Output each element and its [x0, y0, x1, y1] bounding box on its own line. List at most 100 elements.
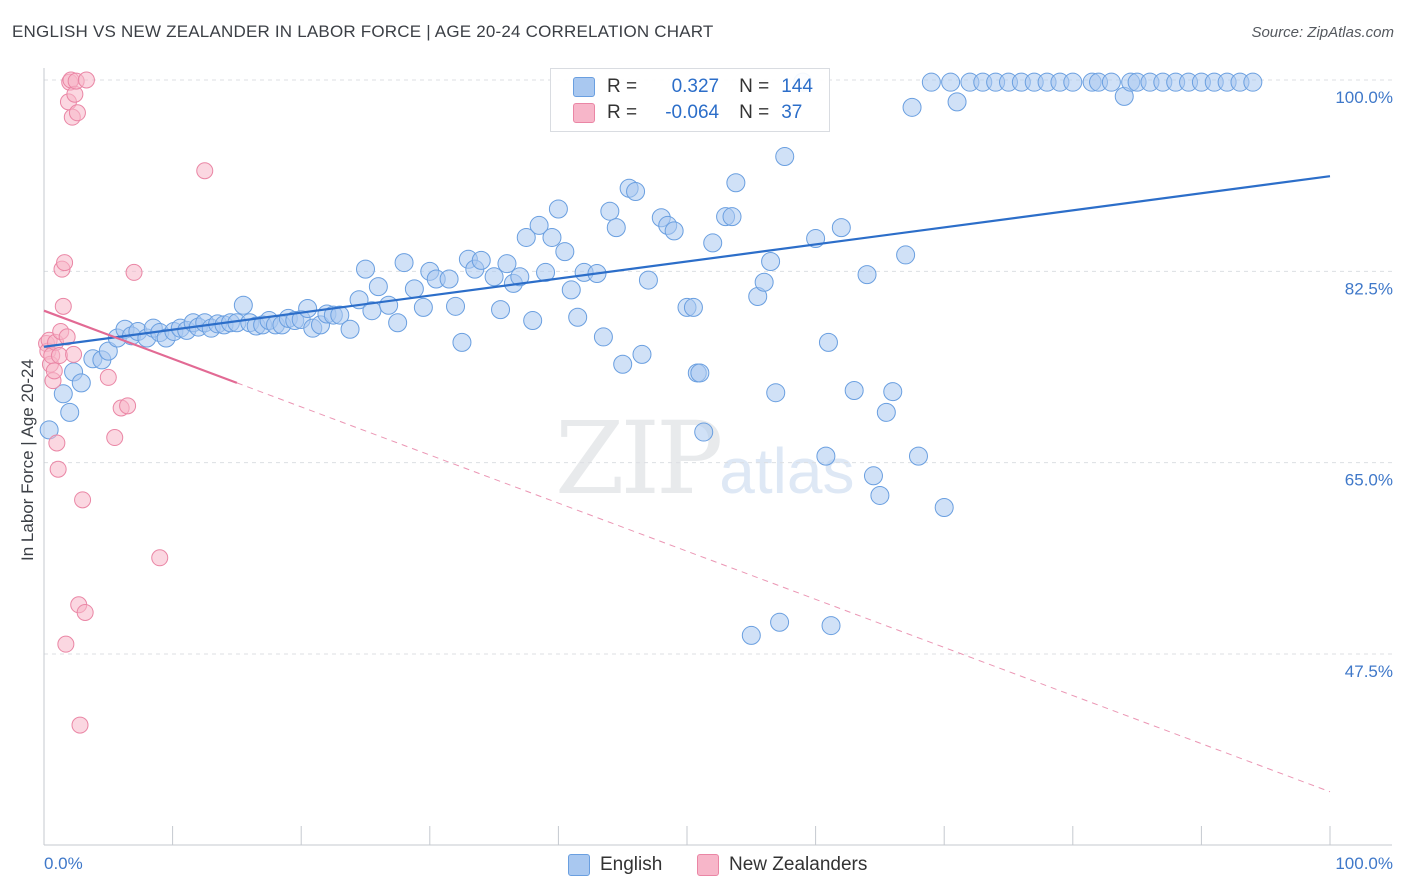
y-tick-label: 65.0% [1345, 471, 1393, 490]
nz-point [57, 635, 75, 653]
nz-point [54, 297, 72, 315]
english-point [510, 267, 530, 287]
nz-point [65, 345, 83, 363]
english-point [626, 182, 646, 202]
english-point [754, 272, 774, 292]
english-point [491, 300, 511, 320]
english-point [388, 313, 408, 333]
english-point [690, 363, 710, 383]
nz-point [49, 460, 67, 478]
english-point [555, 242, 575, 262]
english-point [561, 280, 581, 300]
grid [44, 79, 1392, 655]
english-label: English [600, 854, 663, 875]
tick-labels: 47.5% 65.0% 82.5% 100.0% 0.0% 100.0% [44, 88, 1393, 873]
english-point [529, 215, 549, 235]
english-point [413, 297, 433, 317]
english-point [703, 233, 723, 253]
trend-lines [43, 175, 1331, 793]
legend-row-nz: R = -0.064 N = 37 [573, 100, 825, 126]
english-point [896, 245, 916, 265]
english-point [548, 199, 568, 219]
english-point [876, 402, 896, 422]
english-point [298, 299, 318, 319]
chart-title: ENGLISH VS NEW ZEALANDER IN LABOR FORCE … [12, 22, 714, 41]
english-point [821, 616, 841, 636]
english-point [330, 305, 350, 325]
y-tick-label: 100.0% [1335, 88, 1393, 107]
nz-swatch [573, 103, 595, 123]
nz-point [71, 716, 89, 734]
english-point [1243, 72, 1263, 92]
english-point [947, 92, 967, 112]
english-point [908, 446, 928, 466]
axes [43, 68, 1392, 846]
english-point [844, 381, 864, 401]
english-point [1101, 72, 1121, 92]
nz-point [196, 162, 214, 180]
english-point [770, 612, 790, 632]
x-tick-label-min: 0.0% [44, 854, 83, 873]
nz-swatch [697, 854, 719, 876]
legend-row-english: R = 0.327 N = 144 [573, 74, 825, 100]
english-point [60, 402, 80, 422]
english-point [233, 295, 253, 315]
english-point [831, 218, 851, 238]
english-point [379, 295, 399, 315]
points [38, 71, 1263, 734]
english-point [356, 259, 375, 279]
english-point [484, 267, 504, 287]
english-point [921, 72, 941, 92]
english-point [98, 341, 118, 361]
x-tick-label-max: 100.0% [1335, 854, 1393, 873]
n-value: 144 [781, 76, 813, 97]
english-swatch [573, 77, 595, 97]
english-point [902, 97, 922, 117]
english-point [446, 296, 466, 316]
english-point [870, 485, 890, 505]
english-point [934, 497, 954, 517]
english-point [726, 173, 746, 193]
english-point [497, 254, 517, 274]
watermark-atlas: atlas [719, 435, 855, 507]
nz-point [50, 347, 68, 365]
english-point [536, 262, 556, 282]
nz-point [125, 263, 143, 281]
english-point [593, 327, 613, 347]
english-point [818, 332, 838, 352]
english-point [471, 250, 491, 270]
english-point [741, 625, 761, 645]
nz-point [58, 328, 76, 346]
english-point [568, 307, 588, 327]
english-point [340, 319, 360, 339]
english-point [683, 297, 703, 317]
nz-point [119, 397, 137, 415]
stats-legend: R = 0.327 N = 144 R = -0.064 N = 37 [550, 68, 830, 132]
english-point [53, 384, 73, 404]
y-tick-label: 82.5% [1345, 279, 1393, 298]
english-point [722, 207, 742, 227]
english-point [600, 201, 620, 221]
english-point [404, 279, 424, 299]
english-point [664, 221, 684, 241]
nz-point [106, 429, 124, 447]
english-point [39, 420, 59, 440]
r-label: R = [607, 102, 638, 123]
english-point [1063, 72, 1083, 92]
english-point [816, 446, 836, 466]
english-point [766, 383, 786, 403]
nz-point [68, 104, 86, 122]
r-value: -0.064 [665, 102, 720, 123]
watermark-zip: ZIP [555, 400, 723, 517]
english-trend-line [43, 175, 1331, 348]
english-point [883, 382, 903, 402]
bottom-legend-english[interactable]: English [568, 852, 662, 878]
english-point [516, 227, 536, 247]
english-point [775, 147, 795, 167]
nz-point [151, 549, 169, 567]
nz-point [48, 434, 66, 452]
bottom-legend-nz[interactable]: New Zealanders [697, 852, 867, 878]
english-point [638, 270, 658, 290]
english-point [523, 311, 543, 331]
